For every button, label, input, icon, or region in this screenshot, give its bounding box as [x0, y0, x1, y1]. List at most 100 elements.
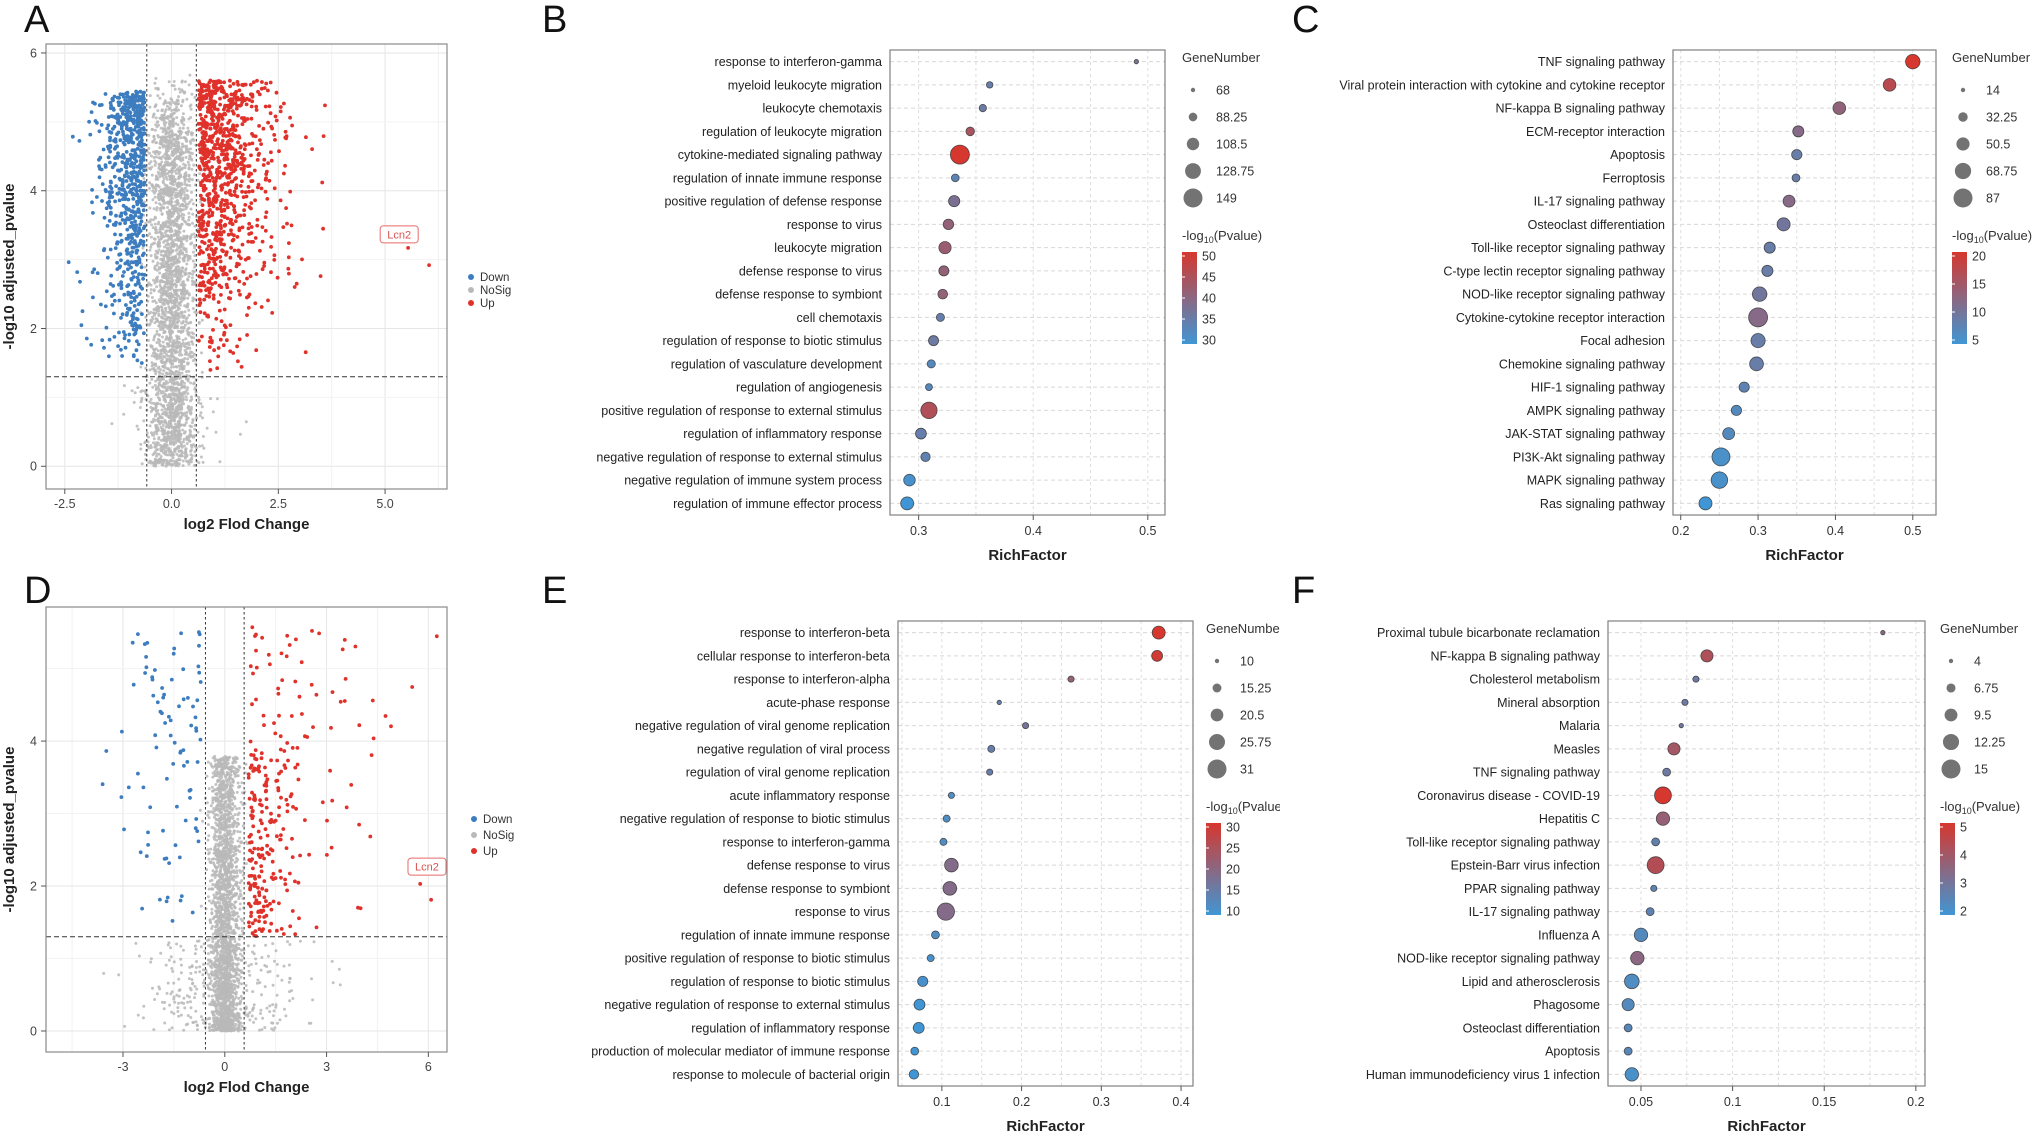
svg-text:TNF signaling pathway: TNF signaling pathway	[1538, 55, 1666, 69]
panel-letter-F: F	[1292, 571, 1316, 612]
grid	[1608, 621, 1925, 1086]
points-down	[100, 630, 203, 923]
svg-text:-2.5: -2.5	[54, 497, 76, 511]
svg-text:0.2: 0.2	[1672, 524, 1689, 538]
svg-text:-log10(Pvalue): -log10(Pvalue)	[1952, 228, 2032, 245]
svg-text:Ferroptosis: Ferroptosis	[1602, 171, 1665, 185]
panel-letter-C: C	[1292, 0, 1320, 41]
svg-text:5.0: 5.0	[376, 497, 393, 511]
svg-text:NF-kappa B signaling pathway: NF-kappa B signaling pathway	[1495, 102, 1665, 116]
svg-text:149: 149	[1216, 191, 1237, 205]
axis-x: 0.3 0.4 0.5 RichFactor	[910, 515, 1157, 564]
dotplot-svg-C: TNF signaling pathway Viral protein inter…	[1339, 49, 2032, 564]
svg-text:regulation of leukocyte migrat: regulation of leukocyte migration	[702, 125, 882, 139]
dotplot-C: TNF signaling pathway Viral protein inter…	[1280, 0, 2032, 571]
svg-text:PI3K-Akt signaling pathway: PI3K-Akt signaling pathway	[1513, 450, 1666, 464]
svg-text:regulation of innate immune re: regulation of innate immune response	[673, 171, 882, 185]
svg-text:0.4: 0.4	[1025, 524, 1042, 538]
svg-text:0: 0	[30, 460, 37, 474]
svg-text:50.5: 50.5	[1986, 137, 2010, 151]
svg-text:Lcn2: Lcn2	[387, 229, 411, 241]
svg-text:leukocyte chemotaxis: leukocyte chemotaxis	[762, 102, 882, 116]
axis-y: 024-log10 adjusted_pvalue	[1, 734, 46, 1038]
svg-text:0.3: 0.3	[1749, 524, 1766, 538]
svg-text:JAK-STAT signaling pathway: JAK-STAT signaling pathway	[1505, 427, 1666, 441]
volcano-plot-D: Lcn2 -3 0 3 6 log2 Flod Change 0 2 4 -log10 adjus…	[0, 571, 530, 1142]
plot-border	[897, 620, 1194, 1087]
dotplot-svg-F: Proximal tubule bicarbonate reclamationN…	[1366, 620, 2020, 1135]
svg-text:RichFactor: RichFactor	[1765, 547, 1844, 564]
svg-text:0.4: 0.4	[1827, 524, 1844, 538]
axis-x: -2.5 0.0 2.5 5.0 log2 Flod Change	[54, 489, 394, 533]
svg-text:32.25: 32.25	[1986, 110, 2017, 124]
gene-annotation: Lcn2	[407, 857, 447, 876]
plot-border	[45, 43, 448, 490]
svg-text:log2 Flod Change: log2 Flod Change	[184, 516, 310, 533]
svg-text:Focal adhesion: Focal adhesion	[1580, 334, 1665, 348]
svg-text:IL-17 signaling pathway: IL-17 signaling pathway	[1534, 195, 1666, 209]
dot-series	[1698, 53, 1921, 511]
svg-text:87: 87	[1986, 191, 2000, 205]
category-labels: response to interferon-gamma myeloid leuk…	[596, 55, 882, 511]
svg-text:20: 20	[1972, 249, 1986, 263]
svg-text:6: 6	[30, 46, 37, 60]
panel-D: D Lcn2 -3 0 3 6 log2 Flod Change 0 2 4 -log10 adj…	[0, 571, 530, 1142]
grid	[898, 621, 1193, 1086]
svg-text:2: 2	[30, 322, 37, 336]
svg-text:-log10 adjusted_pvalue: -log10 adjusted_pvalue	[1, 184, 18, 350]
svg-text:Viral protein interaction with: Viral protein interaction with cytokine …	[1339, 78, 1665, 92]
points-up	[196, 78, 431, 372]
panel-letter-B: B	[542, 0, 568, 41]
svg-text:leukocyte migration: leukocyte migration	[774, 241, 882, 255]
svg-text:88.25: 88.25	[1216, 110, 1247, 124]
svg-text:5: 5	[1972, 333, 1979, 347]
svg-text:NoSig: NoSig	[480, 285, 511, 297]
svg-text:Ras signaling pathway: Ras signaling pathway	[1540, 497, 1666, 511]
panel-E: E response to interferon-beta cellular re…	[530, 571, 1280, 1142]
svg-text:10: 10	[1972, 305, 1986, 319]
dot-series	[900, 59, 1139, 511]
svg-text:128.75: 128.75	[1216, 164, 1254, 178]
svg-text:C-type lectin receptor signali: C-type lectin receptor signaling pathway	[1443, 264, 1665, 278]
svg-text:45: 45	[1202, 270, 1216, 284]
size-legend: GeneNumber 68 88.25 108.5 128.75 149	[1182, 50, 1261, 208]
svg-text:regulation of immune effector: regulation of immune effector process	[673, 497, 882, 511]
color-legend: -log10(Pvalue) 20 15 10 5	[1952, 228, 2032, 347]
svg-text:regulation of inflammatory res: regulation of inflammatory response	[683, 427, 882, 441]
category-labels: Proximal tubule bicarbonate reclamationN…	[1366, 626, 1601, 1082]
svg-text:Chemokine signaling pathway: Chemokine signaling pathway	[1499, 357, 1666, 371]
svg-text:68: 68	[1216, 83, 1230, 97]
threshold-lines	[46, 607, 447, 1052]
volcano-plot-A: Lcn2 -2.5 0.0 2.5 5.0 log2 Flod Change 0 2 4 6 -lo…	[0, 0, 530, 571]
color-legend: -log10(Pvalue) 50 45 40 35 30	[1182, 228, 1262, 347]
svg-text:Cytokine-cytokine receptor int: Cytokine-cytokine receptor interaction	[1456, 311, 1665, 325]
plot-border	[45, 606, 448, 1053]
svg-text:myeloid leukocyte migration: myeloid leukocyte migration	[728, 78, 882, 92]
svg-text:NOD-like receptor signaling pa: NOD-like receptor signaling pathway	[1462, 288, 1666, 302]
dotplot-svg-B: response to interferon-gamma myeloid leuk…	[596, 49, 1262, 564]
svg-text:30: 30	[1202, 333, 1216, 347]
points-nosig	[110, 73, 248, 468]
panel-C: C TNF signaling pathway Viral protein int…	[1280, 0, 2032, 571]
svg-text:defense response to symbiont: defense response to symbiont	[715, 288, 882, 302]
svg-text:negative regulation of respons: negative regulation of response to exter…	[596, 450, 882, 464]
svg-text:ECM-receptor interaction: ECM-receptor interaction	[1526, 125, 1665, 139]
svg-text:cytokine-mediated signaling pa: cytokine-mediated signaling pathway	[678, 148, 883, 162]
grid	[890, 50, 1165, 515]
svg-text:0.0: 0.0	[163, 497, 180, 511]
panel-letter-A: A	[24, 0, 50, 41]
svg-text:4: 4	[30, 184, 37, 198]
grid	[1673, 50, 1936, 515]
svg-text:Apoptosis: Apoptosis	[1610, 148, 1665, 162]
